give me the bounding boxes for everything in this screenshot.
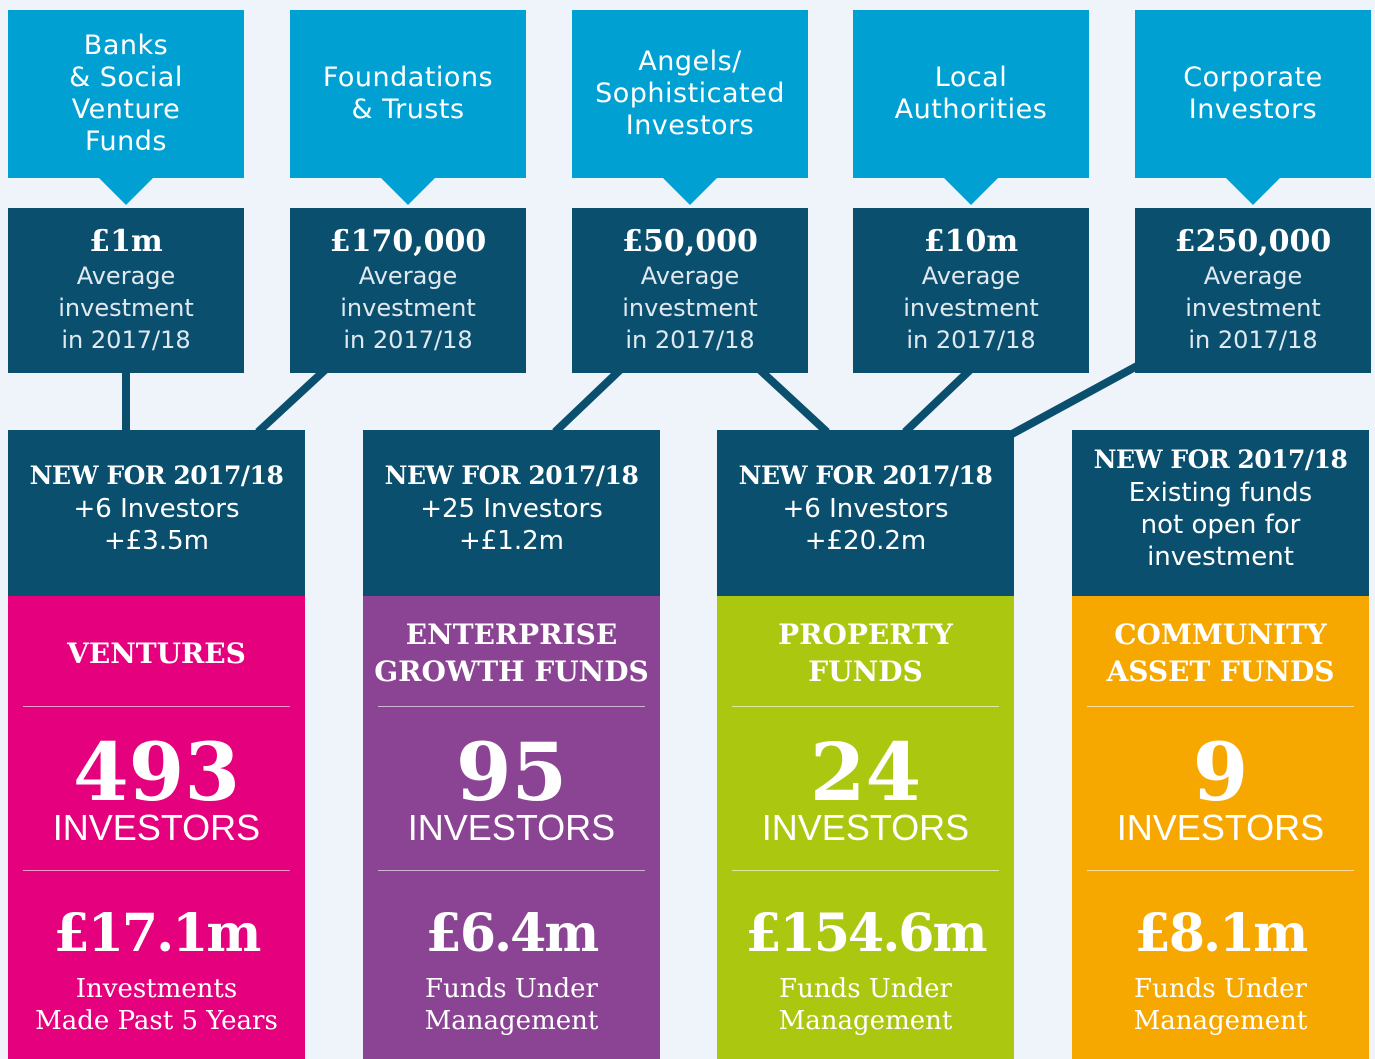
fund-panel [363, 596, 660, 1059]
caption: Average investment in 2017/18 [903, 262, 1039, 354]
fund-name: VENTURES [67, 636, 246, 670]
amount: £10m [923, 223, 1019, 259]
connector [552, 367, 623, 435]
new-heading: NEW FOR 2017/18 [29, 461, 284, 490]
source-box: Foundations & Trusts [290, 10, 526, 178]
amount: £6.4m [425, 902, 600, 964]
count-label: INVESTORS [761, 807, 970, 848]
count: 9 [1192, 725, 1249, 819]
new-box [363, 430, 660, 596]
count-label: INVESTORS [407, 807, 616, 848]
fund-panel [8, 596, 305, 1059]
amount: £170,000 [329, 223, 487, 259]
source-box: Corporate Investors [1135, 10, 1371, 178]
amount: £8.1m [1134, 902, 1309, 964]
source-box: Angels/ Sophisticated Investors [572, 10, 808, 178]
new-box [1072, 430, 1369, 596]
new-text: Existing funds not open for investment [1128, 478, 1313, 572]
amount: £17.1m [53, 902, 262, 964]
amount-box [8, 208, 244, 373]
connector [1010, 362, 1139, 438]
divider [378, 870, 645, 871]
count-label: INVESTORS [1116, 807, 1325, 848]
count: 493 [73, 725, 240, 819]
new-text: +25 Investors +£1.2m [420, 494, 603, 556]
divider [1087, 870, 1354, 871]
divider [378, 706, 645, 707]
new-header: NEW FOR 2017/18 +6 Investors +£20.2m [717, 430, 1014, 596]
new-header: NEW FOR 2017/18 Existing funds not open f… [1072, 430, 1369, 596]
source-box: Banks & Social Venture Funds [8, 10, 244, 178]
pointer [98, 177, 154, 205]
new-text: +6 Investors +£20.2m [782, 494, 949, 556]
count: 24 [809, 725, 922, 819]
amount-label: Funds Under Management [424, 974, 599, 1036]
pointer [662, 177, 718, 205]
new-header: NEW FOR 2017/18 +25 Investors +£1.2m [363, 430, 660, 596]
divider [1087, 706, 1354, 707]
pointer [380, 177, 436, 205]
fund-name: ENTERPRISE GROWTH FUNDS [374, 618, 649, 688]
amount-box [853, 208, 1089, 373]
count-label: INVESTORS [52, 807, 261, 848]
caption: Average investment in 2017/18 [1185, 262, 1321, 354]
new-text: +6 Investors +£3.5m [73, 494, 240, 556]
fund-name: COMMUNITY ASSET FUNDS [1106, 618, 1335, 688]
divider [732, 870, 999, 871]
source-box: Local Authorities [853, 10, 1089, 178]
new-heading: NEW FOR 2017/18 [384, 461, 639, 490]
divider [23, 706, 290, 707]
pointer [943, 177, 999, 205]
connector [902, 367, 973, 435]
connector [255, 367, 328, 435]
fund-panel [1072, 596, 1369, 1059]
amount: £154.6m [745, 902, 987, 964]
amount-box [572, 208, 808, 373]
pointer [1225, 177, 1281, 205]
new-header: NEW FOR 2017/18 +6 Investors +£3.5m [8, 430, 305, 596]
divider [23, 870, 290, 871]
connector [757, 367, 830, 435]
caption: Average investment in 2017/18 [622, 262, 758, 354]
amount-box [290, 208, 526, 373]
amount-label: Funds Under Management [778, 974, 953, 1036]
amount: £50,000 [622, 223, 758, 259]
divider [732, 706, 999, 707]
amount-label: Investments Made Past 5 Years [35, 974, 278, 1036]
new-heading: NEW FOR 2017/18 [738, 461, 993, 490]
amount: £1m [89, 223, 163, 259]
caption: Average investment in 2017/18 [340, 262, 476, 354]
amount-label: Funds Under Management [1133, 974, 1308, 1036]
new-box [717, 430, 1014, 596]
count: 95 [455, 725, 568, 819]
fund-name: PROPERTY FUNDS [778, 618, 953, 688]
amount-box [1135, 208, 1371, 373]
fund-panel [717, 596, 1014, 1059]
caption: Average investment in 2017/18 [58, 262, 194, 354]
new-heading: NEW FOR 2017/18 [1093, 445, 1348, 474]
amount: £250,000 [1174, 223, 1332, 259]
new-box [8, 430, 305, 596]
